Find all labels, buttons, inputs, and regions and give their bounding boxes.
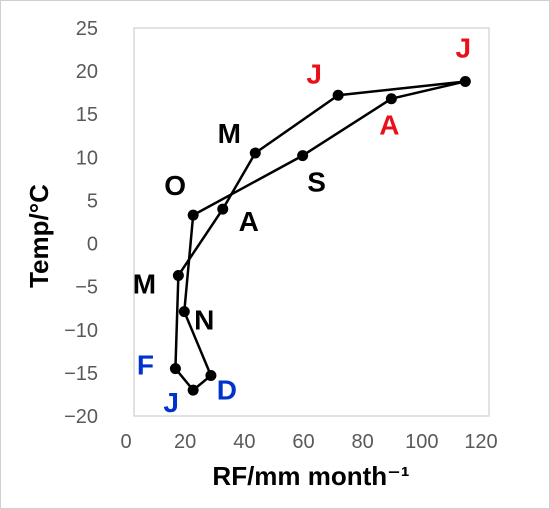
x-tick-label: 120 [464, 431, 497, 453]
series-line-segment [301, 97, 393, 157]
data-point [249, 147, 261, 159]
data-point [297, 150, 309, 162]
month-label: A [239, 206, 259, 237]
data-points [169, 75, 471, 396]
series-line-segment [183, 310, 213, 377]
x-tick-label: 20 [174, 431, 196, 453]
data-point [217, 203, 229, 215]
y-tick-label: 15 [76, 104, 98, 126]
data-point [172, 269, 184, 281]
month-label: A [379, 110, 399, 141]
data-point [187, 384, 199, 396]
month-label: D [217, 374, 237, 405]
y-tick-label: −15 [64, 363, 98, 385]
plot-area [133, 27, 490, 417]
series-line-segment [183, 213, 195, 313]
data-point [205, 369, 217, 381]
y-tick-labels: −20 −15 −10 −5 0 5 10 15 20 25 [64, 18, 98, 428]
y-axis-title: Temp/°C [24, 184, 54, 288]
x-tick-label: 100 [405, 431, 438, 453]
x-tick-label: 40 [233, 431, 255, 453]
x-tick-labels: 0 20 40 60 80 100 120 [120, 431, 497, 453]
data-point [385, 93, 397, 105]
series-line-segment [336, 80, 467, 97]
y-tick-label: 0 [87, 234, 98, 256]
y-tick-label: 25 [76, 18, 98, 40]
data-point [178, 306, 190, 318]
month-label: M [133, 268, 156, 299]
month-label: M [218, 118, 241, 149]
y-tick-label: 10 [76, 147, 98, 169]
data-point [332, 89, 344, 101]
data-point [459, 75, 471, 87]
data-point [169, 363, 181, 375]
x-tick-label: 80 [352, 431, 374, 453]
data-point [187, 209, 199, 221]
series-line-segment [254, 94, 340, 155]
month-label: J [163, 387, 179, 418]
y-tick-label: −20 [64, 406, 98, 428]
series-line-segment [221, 151, 257, 211]
month-label: J [456, 32, 472, 63]
month-label: N [194, 305, 214, 336]
month-label: S [307, 167, 326, 198]
x-tick-label: 60 [292, 431, 314, 453]
y-tick-label: −5 [75, 277, 98, 299]
month-label: O [164, 170, 186, 201]
y-tick-label: 20 [76, 61, 98, 83]
y-tick-label: −10 [64, 320, 98, 342]
series-line-segment [177, 207, 224, 277]
series-line-segment [191, 154, 304, 217]
series-line-segment [390, 80, 467, 100]
x-tick-label: 0 [120, 431, 131, 453]
y-tick-label: 5 [87, 190, 98, 212]
series-line-segment [174, 274, 180, 370]
month-label: F [137, 350, 154, 381]
month-label: J [306, 58, 322, 89]
x-axis-title: RF/mm month⁻¹ [212, 461, 409, 491]
